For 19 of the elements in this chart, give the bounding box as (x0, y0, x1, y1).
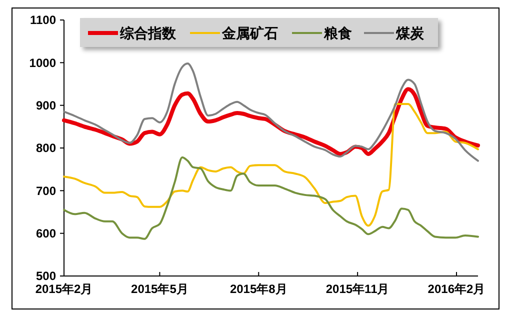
y-tick-label: 800 (36, 141, 56, 156)
x-tick-label: 2016年2月 (428, 282, 486, 296)
y-tick-label: 700 (36, 184, 56, 198)
y-tick-label: 600 (36, 226, 56, 241)
x-tick-label: 2015年2月 (35, 282, 93, 296)
y-tick-label: 1100 (30, 13, 56, 28)
y-tick-label: 500 (36, 269, 56, 284)
line-series (63, 62, 479, 162)
legend-label: 综合指数 (119, 24, 177, 41)
line-series (63, 103, 479, 227)
line-series (63, 156, 479, 240)
x-tick-label: 2015年8月 (230, 282, 288, 296)
y-tick-label: 900 (36, 98, 56, 113)
x-tick-label: 2015年11月 (326, 282, 390, 296)
legend-label: 煤炭 (395, 24, 425, 41)
x-tick-label: 2015年5月 (131, 282, 188, 296)
legend-label: 粮食 (323, 24, 352, 41)
legend-label: 金属矿石 (221, 24, 278, 41)
y-tick-label: 1000 (29, 56, 56, 70)
